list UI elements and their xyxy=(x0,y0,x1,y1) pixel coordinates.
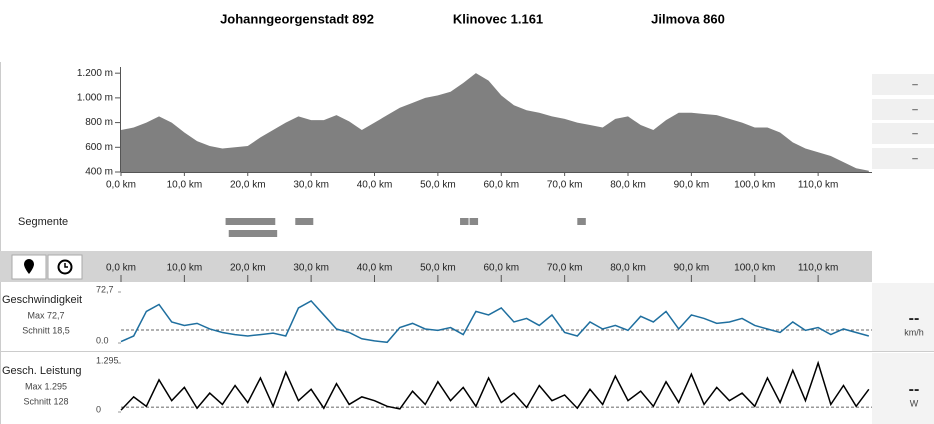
band-tick-label: 20,0 km xyxy=(230,263,266,274)
y-tick-label: 1.295 xyxy=(96,355,119,365)
y-tick-label: 600 m xyxy=(85,142,113,153)
band-tick-label: 0,0 km xyxy=(106,263,136,274)
x-tick-label: 20,0 km xyxy=(230,180,266,191)
segment xyxy=(460,218,469,225)
x-tick-label: 0,0 km xyxy=(106,180,136,191)
y-tick-label: 1.000 m xyxy=(77,93,113,104)
x-tick-label: 90,0 km xyxy=(674,180,710,191)
x-tick-label: 50,0 km xyxy=(420,180,456,191)
clock-icon xyxy=(57,259,73,275)
y-tick-label: 72,7 xyxy=(96,284,114,294)
side-box xyxy=(872,148,934,169)
y-tick-label: 800 m xyxy=(85,117,113,128)
segment xyxy=(225,218,276,225)
band-tick-label: 30,0 km xyxy=(293,263,329,274)
panel-stat: Schnitt 128 xyxy=(23,396,68,406)
band-tick-label: 40,0 km xyxy=(357,263,393,274)
band-tick-label: 90,0 km xyxy=(674,263,710,274)
segment xyxy=(295,218,314,225)
panel-stat: Max 72,7 xyxy=(27,310,64,320)
band-tick-label: 70,0 km xyxy=(547,263,583,274)
unit: W xyxy=(910,398,919,408)
segment xyxy=(577,218,586,225)
y-tick-label: 400 m xyxy=(85,167,113,178)
readout-panel xyxy=(872,283,934,351)
current-value: -- xyxy=(909,310,920,327)
band-tick-label: 50,0 km xyxy=(420,263,456,274)
y-tick-label: 0.0 xyxy=(96,335,109,345)
x-tick-label: 60,0 km xyxy=(483,180,519,191)
unit: km/h xyxy=(904,327,924,337)
band-tick-label: 60,0 km xyxy=(483,263,519,274)
data-line xyxy=(120,360,870,411)
band-tick-label: 100,0 km xyxy=(734,263,775,274)
readout-panel xyxy=(872,353,934,424)
peak-label: Jilmova 860 xyxy=(651,11,725,26)
x-tick-label: 40,0 km xyxy=(357,180,393,191)
side-value: – xyxy=(912,129,918,140)
side-box xyxy=(872,123,934,144)
band-tick-label: 80,0 km xyxy=(610,263,646,274)
elevation-area xyxy=(121,73,869,172)
band-tick-label: 10,0 km xyxy=(167,263,203,274)
pin-icon xyxy=(24,259,34,274)
x-tick-label: 30,0 km xyxy=(293,180,329,191)
panel-title: Geschwindigkeit xyxy=(2,294,82,306)
data-line xyxy=(120,299,870,344)
x-tick-label: 70,0 km xyxy=(547,180,583,191)
band-tick-label: 110,0 km xyxy=(798,263,838,274)
panel-stat: Max 1.295 xyxy=(25,381,67,391)
side-value: – xyxy=(912,80,918,91)
side-value: – xyxy=(912,154,918,165)
y-tick-label: 1.200 m xyxy=(77,68,113,79)
panel-stat: Schnitt 18,5 xyxy=(22,325,70,335)
x-tick-label: 100,0 km xyxy=(734,180,775,191)
side-box xyxy=(872,99,934,120)
side-box xyxy=(872,74,934,95)
axis-band xyxy=(0,251,872,282)
peak-label: Johanngeorgenstadt 892 xyxy=(220,11,374,26)
segment xyxy=(469,218,479,225)
current-value: -- xyxy=(909,381,920,398)
clock-hands xyxy=(64,263,68,268)
x-tick-label: 10,0 km xyxy=(167,180,203,191)
x-tick-label: 80,0 km xyxy=(610,180,646,191)
peak-label: Klinovec 1.161 xyxy=(453,11,543,26)
side-value: – xyxy=(912,105,918,116)
x-tick-label: 110,0 km xyxy=(798,180,838,191)
y-tick-label: 0 xyxy=(96,404,101,414)
segment xyxy=(228,230,278,237)
panel-title: Gesch. Leistung xyxy=(2,365,82,377)
segments-label: Segmente xyxy=(18,216,68,228)
